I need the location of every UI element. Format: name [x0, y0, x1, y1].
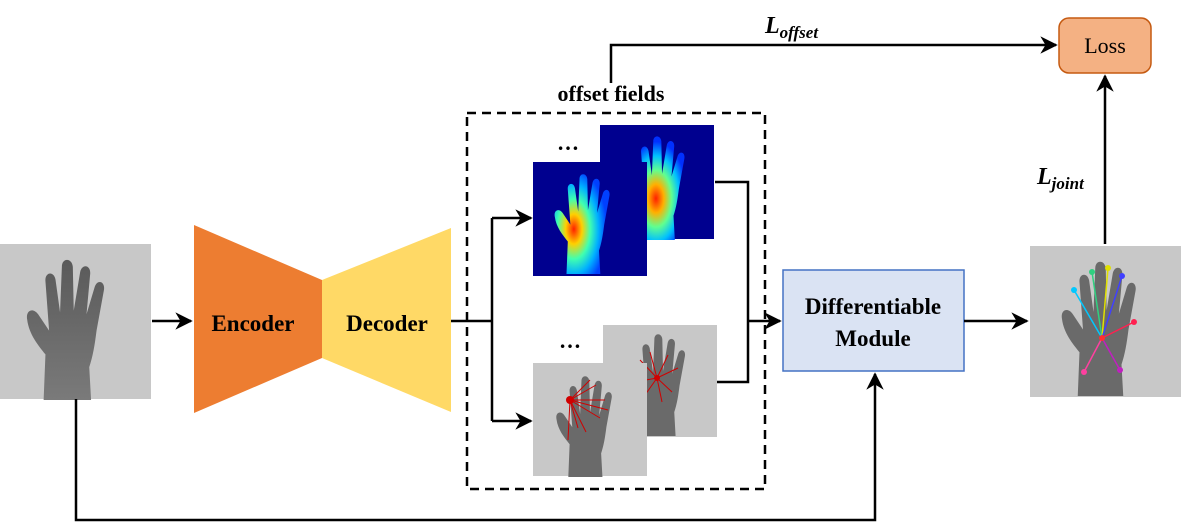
output-pose-image: [1030, 246, 1181, 397]
edges: [74, 36, 1114, 522]
heatmap-front: [533, 162, 647, 276]
encoder-label: Encoder: [211, 311, 294, 336]
decoder-label: Decoder: [346, 311, 428, 336]
offset-fields-box: [465, 111, 767, 491]
differentiable-module-box: [782, 269, 965, 372]
offset-fields-label: offset fields: [558, 81, 665, 106]
ellipsis-top: …: [557, 130, 579, 155]
ellipsis-bottom: …: [559, 328, 581, 353]
loss-label: Loss: [1084, 33, 1126, 58]
encoder-block: [194, 225, 322, 413]
l-joint-label: Ljoint: [1036, 164, 1085, 193]
decoder-block: [322, 228, 451, 412]
l-offset-label: Loffset: [764, 13, 819, 42]
differentiable-module-label-2: Module: [835, 326, 910, 351]
input-depth-image: [0, 244, 151, 400]
vector-field-front: [533, 363, 647, 477]
loss-box: [1058, 17, 1152, 74]
differentiable-module-label-1: Differentiable: [805, 294, 941, 319]
